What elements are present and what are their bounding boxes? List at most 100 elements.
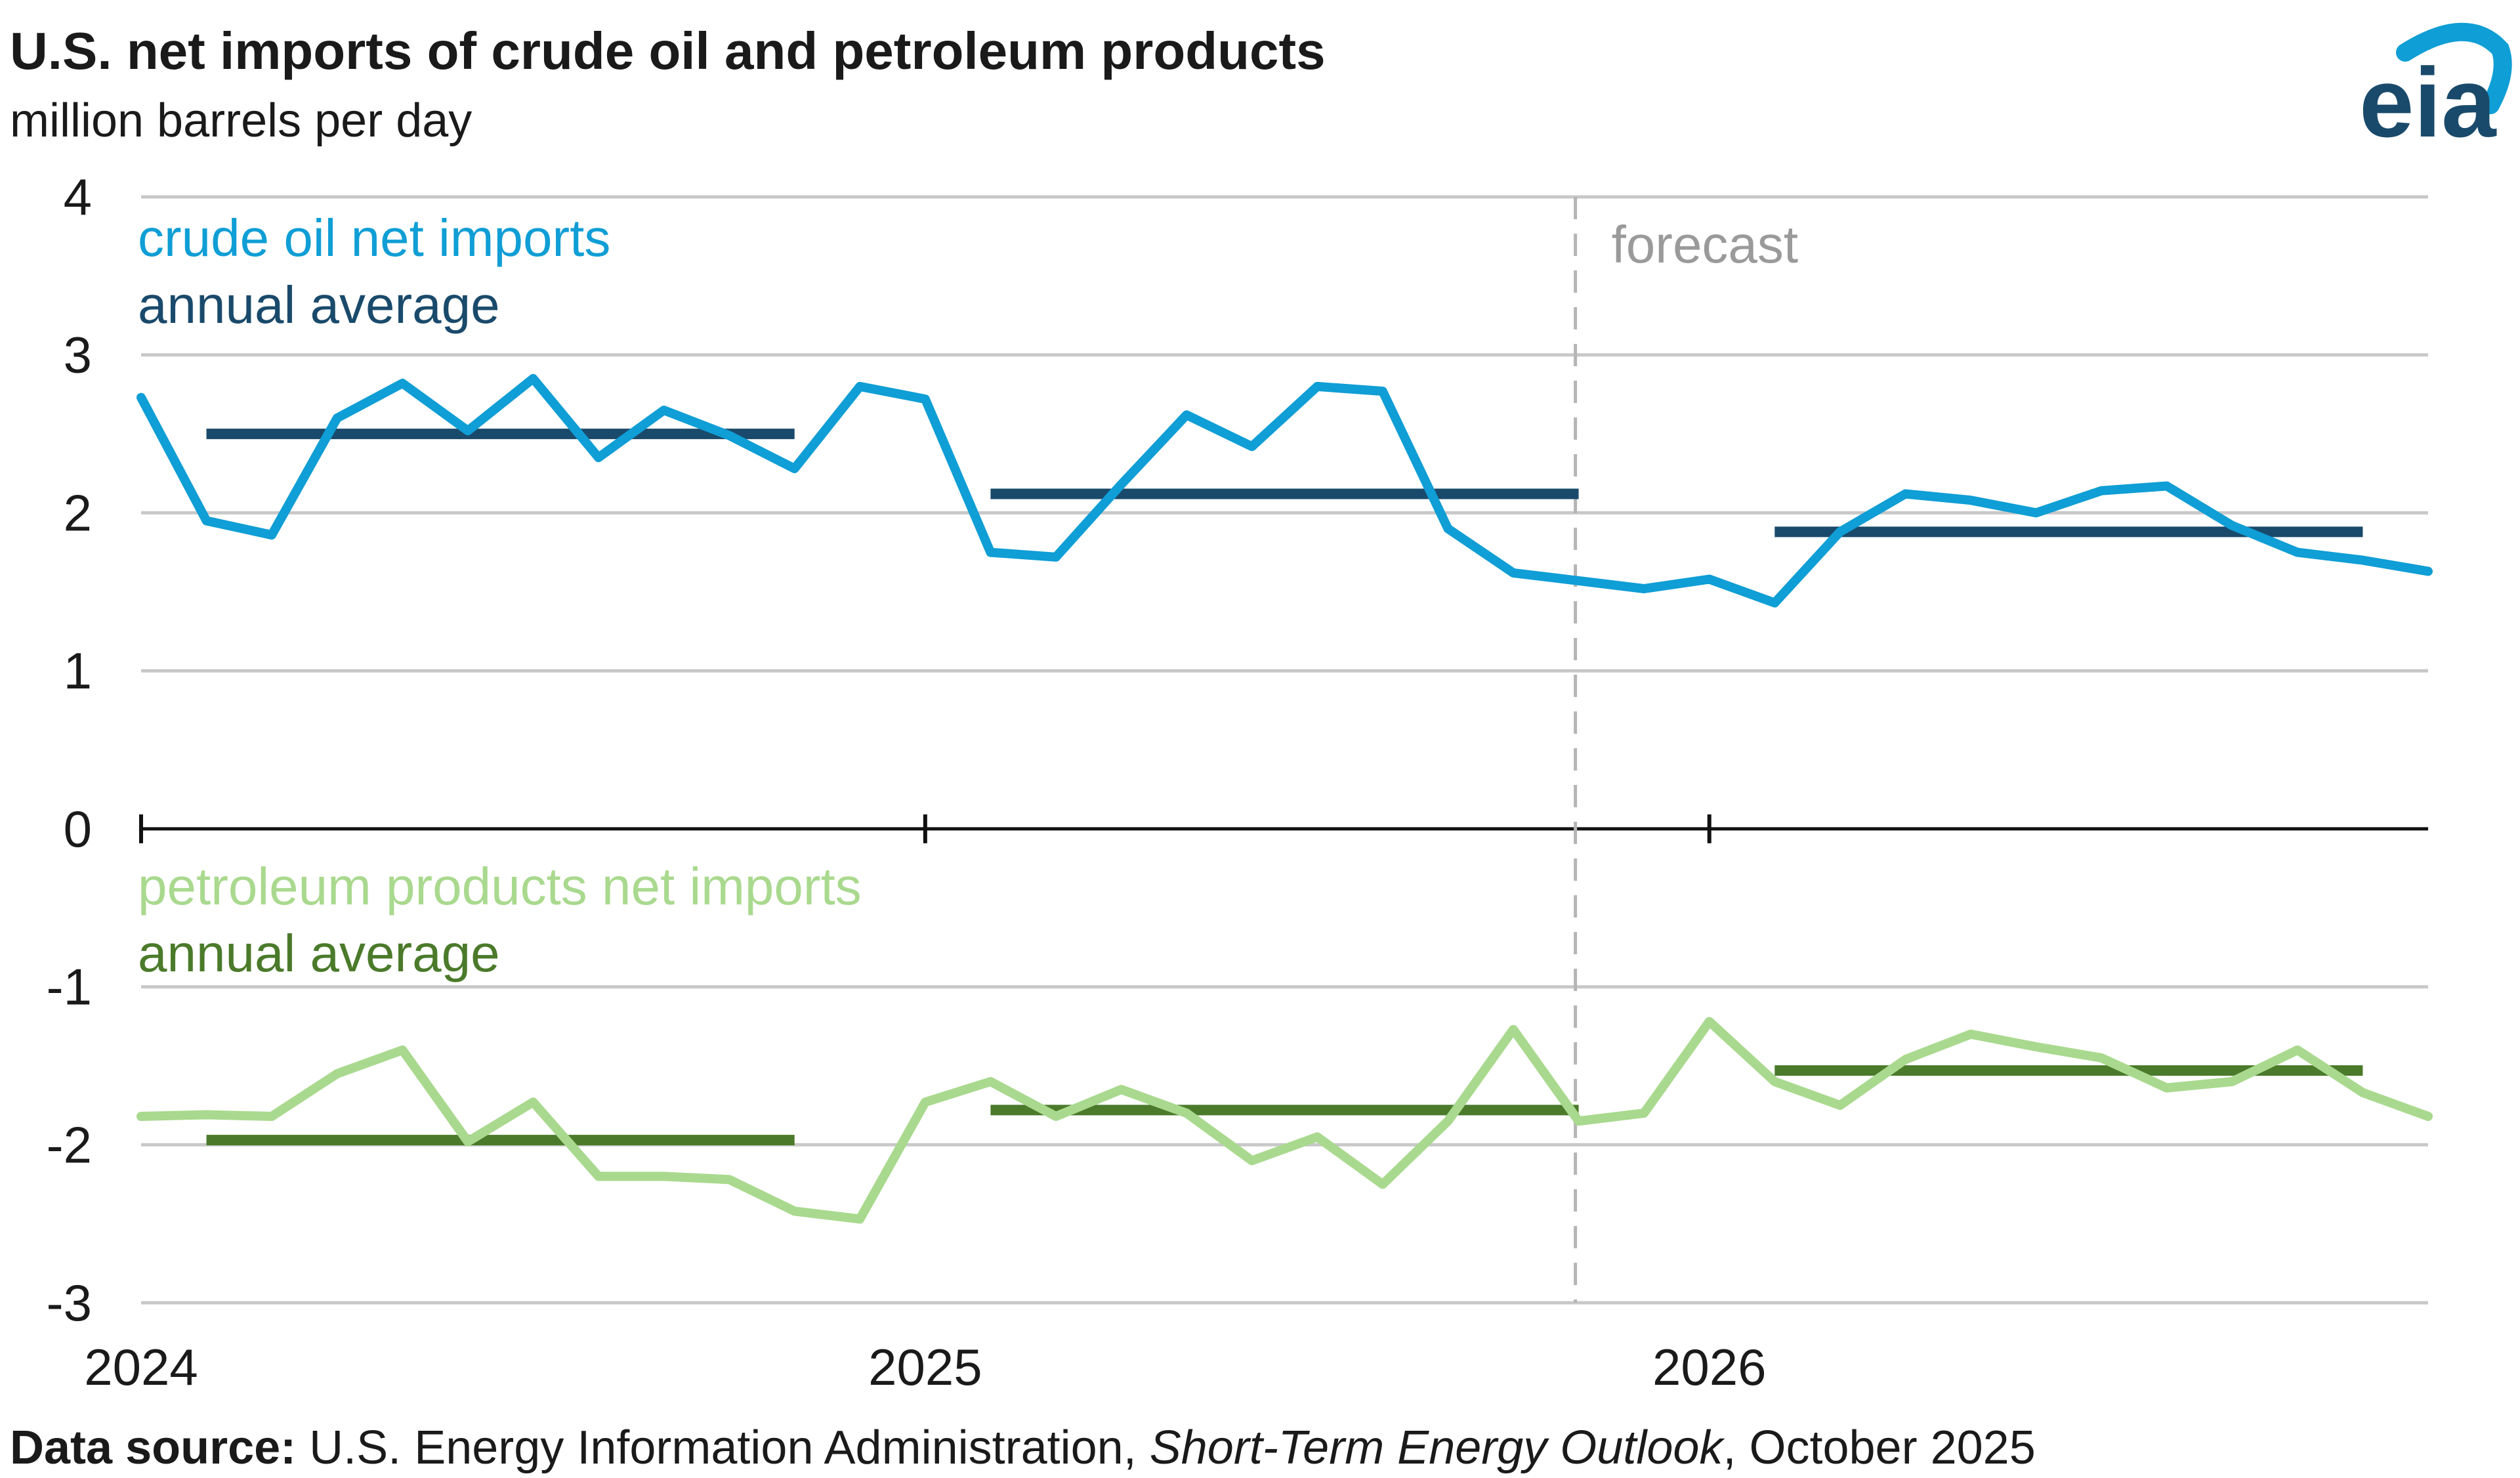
forecast-label: forecast	[1612, 215, 1799, 274]
data-point	[1968, 497, 1973, 503]
data-point	[791, 466, 797, 472]
data-point	[1576, 1118, 1582, 1124]
data-point	[1511, 1026, 1516, 1032]
source-label: Data source:	[10, 1422, 296, 1474]
source-date: , October 2025	[1723, 1422, 2035, 1474]
data-point	[726, 433, 732, 438]
y-tick-label: -3	[47, 1274, 92, 1332]
data-point	[1118, 1087, 1124, 1093]
x-tick-label: 2024	[84, 1338, 198, 1396]
data-point	[596, 1173, 601, 1179]
y-tick-label: -2	[47, 1116, 92, 1173]
data-point	[1641, 585, 1647, 591]
crude-oil-net-imports-line	[136, 373, 2433, 608]
chart-subtitle: million barrels per day	[10, 95, 472, 147]
data-point	[2099, 1055, 2105, 1061]
data-point	[2294, 1047, 2300, 1053]
forecast-divider: forecast	[1574, 197, 1799, 1303]
data-point	[138, 394, 144, 400]
eia-logo: eia	[2359, 22, 2512, 158]
data-point	[1053, 1113, 1059, 1119]
data-point	[1445, 526, 1451, 532]
data-point	[2229, 1079, 2235, 1084]
data-point	[1118, 482, 1124, 488]
data-point	[2426, 1113, 2431, 1119]
data-point	[334, 415, 340, 421]
data-point	[596, 455, 601, 461]
data-point	[1968, 1031, 1973, 1037]
data-point	[791, 1208, 797, 1214]
data-point	[988, 1079, 994, 1084]
data-point	[465, 428, 471, 434]
data-point	[2360, 1089, 2366, 1095]
data-point	[1314, 383, 1320, 389]
gridlines	[141, 195, 2428, 1305]
data-point	[400, 1047, 406, 1053]
data-point	[1837, 1103, 1843, 1108]
data-point	[530, 375, 536, 381]
data-point	[1837, 529, 1843, 535]
data-point	[1379, 389, 1385, 394]
source-note: Data source: U.S. Energy Information Adm…	[10, 1422, 2036, 1474]
series-lines	[136, 373, 2433, 1224]
data-point	[988, 549, 994, 555]
data-point	[2033, 510, 2039, 516]
data-point	[922, 396, 928, 402]
x-tick-label: 2025	[868, 1338, 982, 1396]
y-tick-label: 4	[64, 168, 92, 226]
data-point	[857, 1216, 863, 1222]
data-point	[1445, 1118, 1451, 1124]
data-point	[1053, 554, 1059, 560]
data-point	[203, 1112, 209, 1118]
data-point	[1576, 578, 1582, 583]
data-point	[269, 532, 275, 538]
data-point	[334, 1070, 340, 1076]
data-point	[1314, 1134, 1320, 1140]
data-point	[2099, 488, 2105, 494]
data-point	[465, 1139, 471, 1145]
data-point	[1706, 1019, 1712, 1024]
data-point	[1772, 1079, 1778, 1084]
data-point	[1902, 1057, 1908, 1063]
data-point	[661, 1173, 667, 1179]
data-point	[1249, 444, 1255, 450]
data-point	[2426, 568, 2431, 574]
data-point	[857, 383, 863, 389]
data-point	[2294, 549, 2300, 555]
y-tick-label: 3	[64, 326, 92, 384]
chart-title: U.S. net imports of crude oil and petrol…	[10, 22, 1326, 80]
data-point	[1511, 570, 1516, 576]
y-tick-label: 1	[64, 642, 92, 700]
data-point	[2164, 483, 2170, 489]
data-point	[2360, 557, 2366, 563]
data-point	[2033, 1044, 2039, 1050]
annual-averages	[206, 429, 2363, 1146]
data-point	[1249, 1158, 1255, 1164]
data-point	[726, 1177, 732, 1183]
eia-logo-text: eia	[2359, 47, 2497, 158]
legend: crude oil net imports annual average petro…	[138, 209, 862, 982]
eia-logo-swoosh	[2396, 22, 2512, 114]
data-point	[2229, 522, 2235, 528]
data-point	[1184, 412, 1190, 418]
legend-crude-oil: crude oil net imports	[138, 209, 610, 267]
data-point	[661, 407, 667, 413]
x-tick-label: 2026	[1652, 1338, 1767, 1396]
data-point	[922, 1099, 928, 1105]
y-axis-ticks: 4 3 2 1 0 -1 -2 -3	[47, 168, 92, 1332]
data-point	[1706, 576, 1712, 582]
source-publisher: U.S. Energy Information Administration,	[296, 1422, 1150, 1474]
legend-petroleum-products: petroleum products net imports	[138, 857, 862, 916]
data-point	[203, 518, 209, 524]
y-tick-label: 0	[64, 800, 92, 858]
data-point	[400, 381, 406, 387]
legend-crude-annual-average: annual average	[138, 276, 500, 334]
data-point	[1379, 1181, 1385, 1187]
petroleum-products-net-imports-line	[136, 1017, 2433, 1224]
data-point	[2164, 1085, 2170, 1091]
source-publication: Short-Term Energy Outlook	[1150, 1422, 1726, 1474]
data-point	[1772, 600, 1778, 606]
data-point	[1902, 491, 1908, 497]
legend-products-annual-average: annual average	[138, 924, 500, 982]
